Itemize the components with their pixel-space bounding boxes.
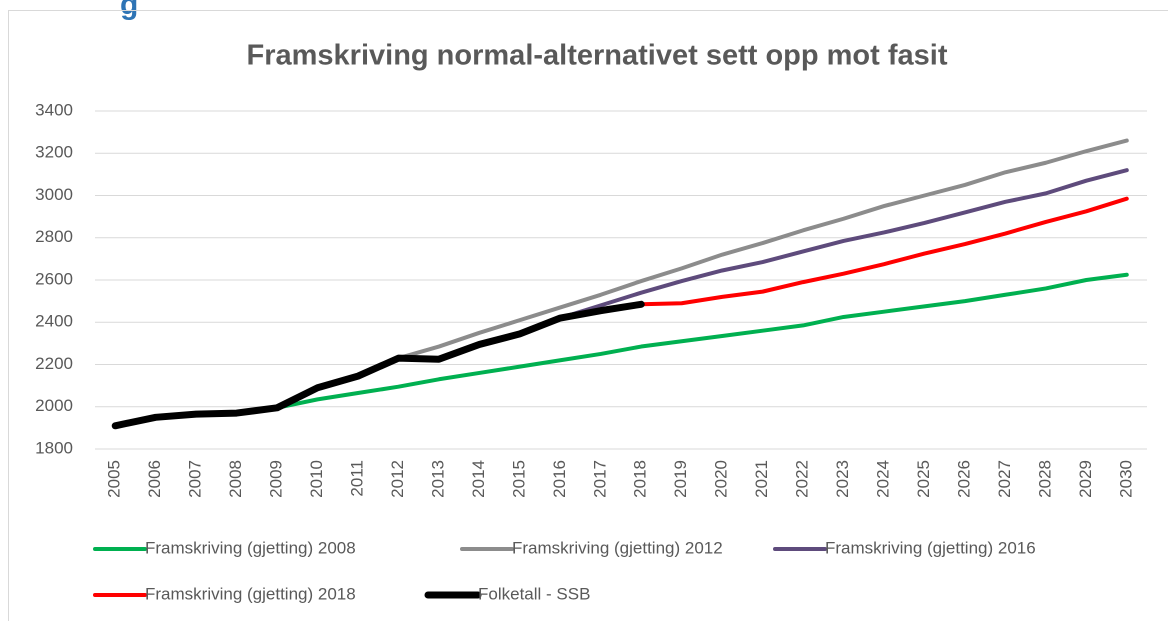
- x-tick-label: 2018: [631, 460, 650, 498]
- y-tick-label: 3400: [35, 100, 73, 119]
- x-tick-label: 2028: [1035, 460, 1054, 498]
- x-tick-label: 2008: [226, 460, 245, 498]
- x-tick-label: 2023: [833, 460, 852, 498]
- x-tick-label: 2029: [1076, 460, 1095, 498]
- legend-label: Framskriving (gjetting) 2018: [145, 584, 356, 603]
- series-line: [111, 300, 645, 430]
- y-tick-label: 2200: [35, 354, 73, 373]
- x-tick-label: 2010: [307, 460, 326, 498]
- x-tick-label: 2024: [873, 460, 892, 498]
- y-tick-label: 2000: [35, 396, 73, 415]
- y-tick-label: 2600: [35, 269, 73, 288]
- x-tick-label: 2009: [267, 460, 286, 498]
- x-tick-label: 2020: [712, 460, 731, 498]
- x-tick-label: 2025: [914, 460, 933, 498]
- y-tick-label: 1800: [35, 438, 73, 457]
- x-tick-label: 2013: [428, 460, 447, 498]
- series-line: [234, 272, 1129, 416]
- x-tick-label: 2011: [347, 460, 366, 497]
- x-tick-label: 2005: [105, 460, 124, 498]
- x-tick-label: 2030: [1116, 460, 1135, 498]
- x-tick-label: 2027: [995, 460, 1014, 498]
- legend-label: Framskriving (gjetting) 2016: [825, 538, 1036, 557]
- x-tick-label: 2021: [752, 460, 771, 498]
- y-tick-label: 3200: [35, 143, 73, 162]
- series-line: [639, 196, 1129, 307]
- x-tick-label: 2019: [671, 460, 690, 498]
- chart-frame: [8, 10, 1168, 621]
- series-line: [396, 138, 1129, 361]
- legend-label: Folketall - SSB: [478, 584, 590, 603]
- y-tick-label: 3000: [35, 185, 73, 204]
- x-tick-label: 2014: [469, 460, 488, 498]
- y-tick-label: 2800: [35, 227, 73, 246]
- x-tick-label: 2006: [145, 460, 164, 498]
- x-tick-label: 2012: [388, 460, 407, 498]
- legend-label: Framskriving (gjetting) 2012: [512, 538, 723, 557]
- x-tick-label: 2022: [793, 460, 812, 498]
- chart-title: Framskriving normal-alternativet sett op…: [247, 40, 948, 72]
- x-tick-label: 2026: [954, 460, 973, 498]
- x-tick-label: 2007: [186, 460, 205, 498]
- x-tick-label: 2016: [550, 460, 569, 498]
- x-tick-label: 2017: [590, 460, 609, 498]
- series-line: [558, 168, 1129, 321]
- x-tick-label: 2015: [509, 460, 528, 498]
- y-tick-label: 2400: [35, 312, 73, 331]
- legend-label: Framskriving (gjetting) 2008: [145, 538, 356, 557]
